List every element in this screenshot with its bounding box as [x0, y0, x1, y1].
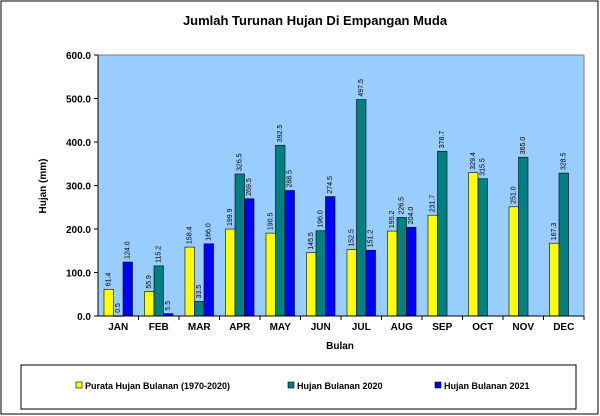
- x-axis-label: Bulan: [326, 341, 354, 352]
- bar-may-series-2: [275, 144, 286, 317]
- x-tick-label: JUL: [352, 322, 371, 333]
- bar-oct-series-1: [468, 172, 479, 317]
- data-label: 378.7: [439, 131, 446, 149]
- bar-may-series-1: [265, 232, 276, 317]
- y-tick-label: 100.0: [66, 269, 91, 280]
- data-label: 226.5: [399, 197, 406, 215]
- bar-apr-series-1: [225, 228, 236, 317]
- bar-feb-series-2: [153, 265, 164, 317]
- data-label: 231.7: [430, 195, 437, 213]
- y-axis-label: Hujan (mm): [38, 159, 49, 214]
- data-label: 329.4: [470, 152, 477, 170]
- bar-aug-series-2: [396, 217, 407, 317]
- data-label: 497.5: [358, 79, 365, 97]
- x-tick-label: OCT: [472, 322, 493, 333]
- x-tick-label: MAY: [270, 322, 292, 333]
- legend-swatch: [434, 381, 442, 389]
- data-label: 190.5: [268, 213, 275, 231]
- legend-label: Purata Hujan Bulanan (1970-2020): [85, 381, 230, 391]
- bar-dec-series-2: [558, 172, 569, 317]
- bar-jan-series-1: [103, 288, 114, 317]
- x-tick-label: JUN: [311, 322, 331, 333]
- data-label: 326.5: [237, 153, 244, 171]
- bar-dec-series-1: [549, 242, 560, 317]
- x-tick-label: FEB: [149, 322, 169, 333]
- data-label: 5.5: [165, 301, 172, 311]
- y-tick-label: 0.0: [77, 312, 91, 323]
- data-label: 195.2: [389, 210, 396, 228]
- data-label: 199.9: [227, 208, 234, 226]
- data-label: 204.0: [408, 207, 415, 225]
- data-label: 151.2: [368, 230, 375, 248]
- y-tick-label: 500.0: [66, 95, 91, 106]
- bar-feb-series-1: [144, 291, 155, 317]
- bar-jun-series-3: [325, 196, 336, 317]
- bar-oct-series-2: [477, 178, 488, 317]
- data-label: 124.0: [125, 241, 132, 259]
- bar-sep-series-1: [427, 214, 438, 317]
- bar-mar-series-1: [184, 246, 195, 317]
- data-label: 315.5: [480, 158, 487, 176]
- x-tick-label: APR: [229, 322, 251, 333]
- bar-nov-series-2: [518, 156, 529, 317]
- x-tick-label: DEC: [553, 322, 574, 333]
- data-label: 145.5: [308, 232, 315, 250]
- bar-jun-series-2: [315, 230, 326, 317]
- data-labels-group: 61.4 0.5 124.0 55.9 115.2 5.5 158.4 33.5 166.0 19…: [106, 79, 568, 313]
- data-label: 196.0: [318, 210, 325, 228]
- bar-may-series-3: [284, 190, 295, 317]
- y-tick-label: 400.0: [66, 138, 91, 149]
- y-axis: 0.0 100.0 200.0 300.0 400.0 500.0 600.0: [66, 51, 98, 323]
- bar-jul-series-2: [356, 99, 367, 317]
- bar-jul-series-1: [346, 249, 357, 317]
- y-tick-label: 300.0: [66, 182, 91, 193]
- bar-aug-series-1: [387, 230, 398, 317]
- legend-label: Hujan Bulanan 2020: [297, 381, 383, 391]
- chart-title: Jumlah Turunan Hujan Di Empangan Muda: [183, 13, 448, 28]
- data-label: 158.4: [187, 226, 194, 244]
- bar-jul-series-3: [365, 249, 376, 317]
- bar-mar-series-3: [203, 243, 214, 317]
- data-label: 269.5: [246, 178, 253, 196]
- data-label: 365.0: [520, 137, 527, 155]
- data-label: 392.5: [277, 125, 284, 143]
- y-tick-label: 600.0: [66, 51, 91, 62]
- legend-swatch: [75, 381, 83, 389]
- x-axis: JAN FEB MAR APR MAY JUN JUL AUG SEP OCT NOV DEC: [108, 316, 585, 333]
- x-tick-label: NOV: [512, 322, 534, 333]
- bar-apr-series-3: [244, 198, 255, 317]
- bar-sep-series-2: [437, 150, 448, 317]
- bar-mar-series-2: [194, 301, 205, 317]
- bar-jan-series-3: [122, 261, 133, 317]
- legend-box: [20, 364, 577, 410]
- x-tick-label: MAR: [188, 322, 212, 333]
- data-label: 152.5: [349, 229, 356, 247]
- bar-apr-series-2: [234, 173, 245, 317]
- data-label: 167.3: [551, 223, 558, 241]
- x-tick-label: AUG: [391, 322, 413, 333]
- legend: Purata Hujan Bulanan (1970-2020) Hujan Bu…: [75, 381, 530, 391]
- legend-label: Hujan Bulanan 2021: [444, 381, 530, 391]
- plot-area: [97, 54, 585, 317]
- data-label: 251.0: [511, 186, 518, 204]
- data-label: 328.5: [561, 152, 568, 170]
- bar-nov-series-1: [508, 206, 519, 317]
- data-label: 33.5: [196, 285, 203, 299]
- bar-jun-series-1: [306, 252, 317, 317]
- x-tick-label: SEP: [432, 322, 452, 333]
- legend-swatch: [287, 381, 295, 389]
- bar-aug-series-3: [406, 226, 417, 317]
- data-label: 55.9: [146, 275, 153, 289]
- y-tick-label: 200.0: [66, 225, 91, 236]
- data-label: 274.5: [327, 176, 334, 194]
- data-label: 166.0: [206, 223, 213, 241]
- x-tick-label: JAN: [108, 322, 128, 333]
- data-label: 0.5: [115, 303, 122, 313]
- data-label: 288.5: [287, 170, 294, 188]
- data-label: 61.4: [106, 273, 113, 287]
- data-label: 115.2: [156, 246, 163, 263]
